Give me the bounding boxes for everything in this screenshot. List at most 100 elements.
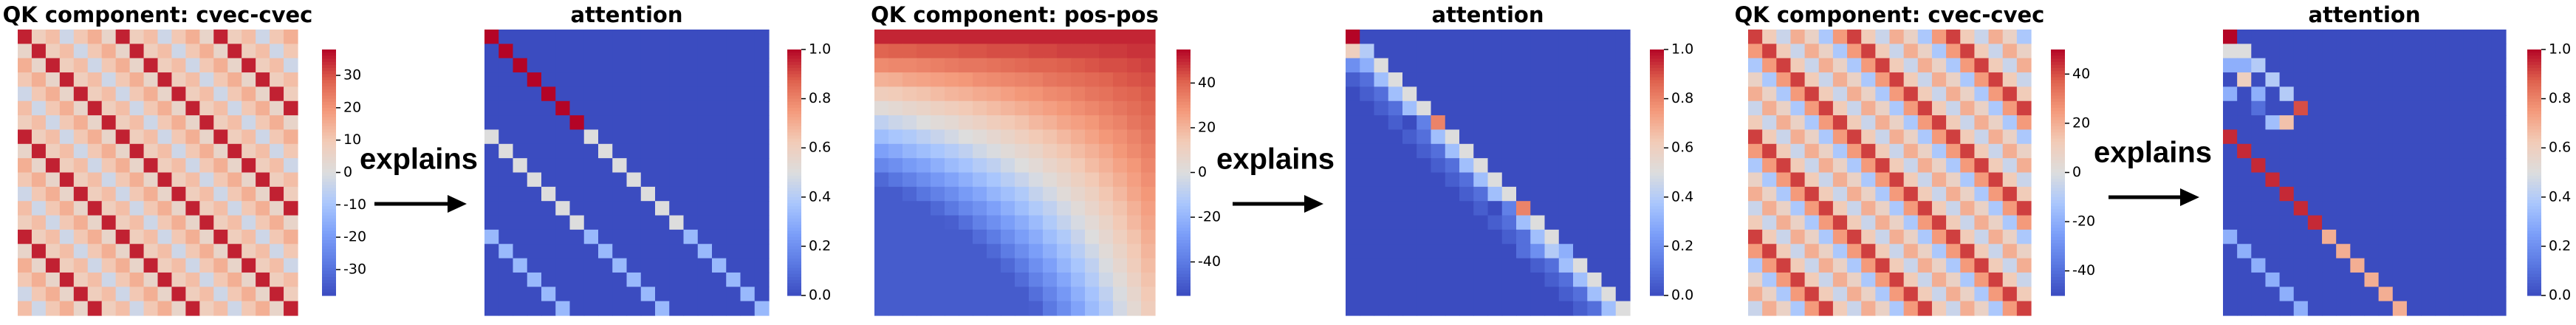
- heatmap-cell: [1431, 143, 1446, 159]
- heatmap-cell: [612, 100, 628, 116]
- heatmap-cell: [1748, 244, 1763, 259]
- heatmap-cell: [1057, 143, 1072, 159]
- heatmap-cell: [1346, 215, 1360, 230]
- heatmap-cell: [2307, 244, 2323, 259]
- heatmap-cell: [1601, 58, 1617, 73]
- heatmap-cell: [1374, 272, 1389, 287]
- heatmap-cell: [2406, 215, 2422, 230]
- heatmap-cell: [1001, 86, 1015, 102]
- heatmap-cell: [2435, 186, 2450, 202]
- heatmap-cell: [484, 186, 499, 202]
- colorbar-segment: [322, 289, 336, 293]
- heatmap-cell: [931, 258, 945, 273]
- heatmap-cell: [2016, 158, 2032, 174]
- heatmap-cell: [945, 30, 959, 44]
- heatmap-cell: [1127, 172, 1142, 188]
- heatmap-cell: [115, 30, 131, 44]
- heatmap-cell: [1388, 58, 1403, 73]
- colorbar-tick-label: 0.8: [2549, 90, 2571, 106]
- colorbar-segment: [787, 160, 801, 164]
- heatmap-cell: [484, 72, 499, 87]
- heatmap-cell: [726, 244, 741, 259]
- colorbar-segment: [1176, 264, 1191, 269]
- heatmap-cell: [284, 86, 298, 102]
- heatmap-cell: [1790, 258, 1806, 273]
- heatmap-cell: [185, 30, 200, 44]
- heatmap-cell: [1127, 244, 1142, 259]
- heatmap-cell: [115, 201, 131, 216]
- heatmap-cell: [1946, 30, 1961, 44]
- heatmap-cell: [1748, 229, 1763, 244]
- heatmap-cell: [612, 143, 628, 159]
- heatmap-cell: [2364, 301, 2380, 316]
- colorbar-segment: [2527, 215, 2541, 219]
- heatmap-cell: [185, 44, 200, 59]
- heatmap-cell: [2237, 272, 2252, 287]
- heatmap-cell: [1832, 44, 1848, 59]
- heatmap-cell: [669, 129, 685, 145]
- colorbar-segment: [787, 255, 801, 259]
- heatmap-cell: [101, 44, 117, 59]
- heatmap-cell: [2322, 186, 2337, 202]
- heatmap-cell: [2406, 258, 2422, 273]
- heatmap-cell: [726, 229, 741, 244]
- colorbar-segment: [2051, 215, 2065, 219]
- heatmap-cell: [1573, 143, 1588, 159]
- colorbar-segment: [2051, 129, 2065, 133]
- heatmap-cell: [2350, 158, 2366, 174]
- heatmap-cell: [2364, 115, 2380, 131]
- heatmap-cell: [1516, 244, 1531, 259]
- colorbar-segment: [322, 203, 336, 207]
- colorbar-segment: [1650, 114, 1664, 118]
- colorbar-segment: [322, 64, 336, 69]
- heatmap-cell: [1573, 258, 1588, 273]
- heatmap-cell: [626, 244, 642, 259]
- heatmap-cell: [1473, 258, 1489, 273]
- heatmap-cell: [1776, 244, 1792, 259]
- heatmap-cell: [101, 30, 117, 44]
- heatmap-cell: [1573, 30, 1588, 44]
- colorbar-segment: [1650, 120, 1664, 124]
- heatmap-cell: [2293, 86, 2309, 102]
- colorbar-segment: [2051, 74, 2065, 78]
- heatmap-cell: [256, 287, 270, 302]
- heatmap-cell: [527, 129, 542, 145]
- heatmap-cell: [73, 244, 89, 259]
- heatmap-cell: [2491, 186, 2507, 202]
- heatmap-cell: [270, 186, 284, 202]
- heatmap-cell: [1043, 100, 1058, 116]
- heatmap-cell: [2463, 72, 2479, 87]
- heatmap-cell: [2463, 229, 2479, 244]
- colorbar-segment: [2051, 246, 2065, 250]
- heatmap-cell: [712, 58, 727, 73]
- heatmap-cell: [31, 244, 47, 259]
- heatmap-cell: [1071, 143, 1086, 159]
- heatmap-cell: [1530, 158, 1546, 174]
- heatmap-cell: [655, 229, 670, 244]
- heatmap-cell: [1847, 72, 1862, 87]
- heatmap-cell: [171, 229, 186, 244]
- heatmap-cell: [1473, 186, 1489, 202]
- heatmap-cell: [2265, 301, 2281, 316]
- heatmap-cell: [2449, 244, 2464, 259]
- heatmap-cell: [1988, 158, 2004, 174]
- heatmap-cell: [1141, 100, 1156, 116]
- heatmap-cell: [697, 201, 713, 216]
- heatmap-cell: [513, 58, 528, 73]
- heatmap-cell: [626, 301, 642, 316]
- heatmap-cell: [1847, 30, 1862, 44]
- heatmap-cell: [1946, 201, 1961, 216]
- heatmap-cell: [1113, 186, 1128, 202]
- heatmap-cell: [1417, 100, 1432, 116]
- heatmap-cell: [1501, 201, 1517, 216]
- heatmap-cell: [1388, 201, 1403, 216]
- heatmap-cell: [1346, 158, 1360, 174]
- heatmap-cell: [712, 258, 727, 273]
- heatmap-cell: [185, 143, 200, 159]
- heatmap-cell: [945, 301, 959, 316]
- heatmap-cell: [2322, 100, 2337, 116]
- colorbar-segment: [787, 212, 801, 216]
- heatmap-cell: [888, 287, 903, 302]
- heatmap-cell: [987, 186, 1001, 202]
- heatmap-cell: [1544, 215, 1560, 230]
